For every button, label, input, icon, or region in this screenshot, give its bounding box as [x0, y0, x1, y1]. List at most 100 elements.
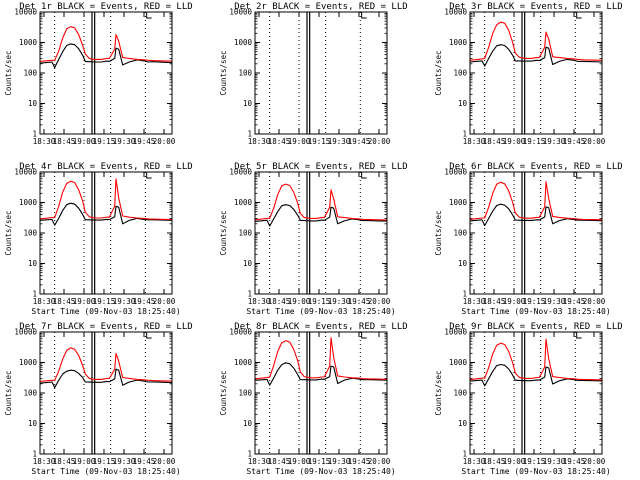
y-tick-label: 1 — [32, 450, 37, 459]
lld-series-line — [469, 21, 603, 61]
y-tick-label: 10 — [243, 259, 253, 268]
y-tick-label: 100 — [238, 389, 252, 398]
x-tick-label: 19:15 — [523, 137, 546, 146]
x-tick-label: 19:45 — [563, 297, 586, 306]
x-tick-label: 18:30 — [248, 457, 271, 466]
panel-title: Det 3r BLACK = Events, RED = LLD — [449, 2, 622, 12]
y-tick-label: 1000 — [19, 358, 38, 367]
y-axis-label: Counts/sec — [4, 370, 13, 415]
x-tick-label: 19:00 — [503, 297, 526, 306]
y-tick-label: 100 — [238, 69, 252, 78]
lld-series-line — [469, 338, 603, 381]
panel-det-8: Det 8r BLACK = Events, RED = LLD Counts/s… — [219, 322, 408, 476]
y-tick-label: 100 — [453, 389, 467, 398]
x-tick-label: 18:45 — [268, 137, 291, 146]
panel-title: Det 2r BLACK = Events, RED = LLD — [234, 2, 407, 12]
lld-series-line — [254, 183, 388, 221]
corner-marker — [146, 332, 152, 339]
panel-title: Det 1r BLACK = Events, RED = LLD — [19, 2, 192, 12]
x-tick-label: 18:45 — [483, 457, 506, 466]
y-tick-label: 1 — [462, 290, 467, 299]
panel-det-3: Det 3r BLACK = Events, RED = LLD Counts/s… — [434, 2, 623, 146]
x-tick-label: 19:30 — [328, 457, 351, 466]
y-tick-label: 1 — [462, 450, 467, 459]
y-tick-label: 1 — [247, 130, 252, 139]
x-tick-label: 19:30 — [543, 457, 566, 466]
y-axis-label: Counts/sec — [4, 210, 13, 255]
x-tick-label: 18:30 — [33, 297, 56, 306]
x-tick-label: 19:45 — [348, 137, 371, 146]
x-tick-label: 20:00 — [368, 297, 391, 306]
x-tick-label: 18:45 — [483, 137, 506, 146]
x-tick-label: 19:30 — [113, 137, 136, 146]
y-tick-label: 10 — [458, 99, 468, 108]
panel-title: Det 7r BLACK = Events, RED = LLD — [19, 322, 192, 332]
x-tick-label: 18:30 — [33, 457, 56, 466]
x-tick-label: 18:45 — [53, 457, 76, 466]
x-tick-label: 19:30 — [328, 137, 351, 146]
y-tick-label: 10000 — [14, 328, 37, 337]
x-tick-label: 19:15 — [308, 137, 331, 146]
x-axis-label: Start Time (09-Nov-03 18:25:40) — [246, 467, 395, 476]
x-axis-label: Start Time (09-Nov-03 18:25:40) — [31, 307, 180, 316]
x-tick-label: 19:45 — [563, 457, 586, 466]
lld-series-line — [254, 337, 388, 380]
corner-marker — [361, 12, 367, 19]
lld-series-line — [39, 26, 173, 62]
y-tick-label: 10000 — [229, 8, 252, 17]
events-series-line — [39, 368, 173, 389]
events-series-line — [254, 362, 388, 386]
x-tick-label: 18:45 — [268, 297, 291, 306]
events-series-line — [39, 202, 173, 226]
y-tick-label: 1000 — [449, 198, 468, 207]
plot-frame — [39, 11, 173, 135]
corner-marker — [576, 332, 582, 339]
y-tick-label: 1 — [32, 130, 37, 139]
y-tick-label: 10000 — [444, 8, 467, 17]
x-tick-label: 19:00 — [73, 137, 96, 146]
y-tick-label: 10000 — [14, 8, 37, 17]
y-axis-label: Counts/sec — [4, 50, 13, 95]
x-tick-label: 19:30 — [328, 297, 351, 306]
corner-marker — [576, 172, 582, 179]
x-tick-label: 18:30 — [33, 137, 56, 146]
x-tick-label: 19:00 — [288, 457, 311, 466]
x-axis-label: Start Time (09-Nov-03 18:25:40) — [31, 467, 180, 476]
y-tick-label: 10000 — [14, 168, 37, 177]
y-tick-label: 1000 — [234, 198, 253, 207]
plot-frame — [254, 331, 388, 455]
y-tick-label: 1 — [462, 130, 467, 139]
y-axis-label: Counts/sec — [219, 370, 228, 415]
corner-marker — [361, 332, 367, 339]
panel-title: Det 6r BLACK = Events, RED = LLD — [449, 162, 622, 172]
panel-det-5: Det 5r BLACK = Events, RED = LLD Counts/s… — [219, 162, 408, 316]
x-tick-label: 19:00 — [73, 457, 96, 466]
y-axis-label: Counts/sec — [434, 50, 443, 95]
x-tick-label: 18:30 — [248, 137, 271, 146]
plot-frame — [469, 11, 603, 135]
x-tick-label: 19:00 — [503, 457, 526, 466]
y-tick-label: 10 — [28, 259, 38, 268]
lld-series-line — [39, 347, 173, 382]
plot-frame — [254, 11, 388, 135]
y-tick-label: 10 — [243, 99, 253, 108]
corner-marker — [576, 12, 582, 19]
x-tick-label: 19:15 — [308, 297, 331, 306]
x-tick-label: 19:15 — [93, 297, 116, 306]
y-tick-label: 100 — [238, 229, 252, 238]
events-series-line — [39, 43, 173, 69]
corner-marker — [361, 172, 367, 179]
x-tick-label: 20:00 — [583, 137, 606, 146]
y-tick-label: 1000 — [234, 358, 253, 367]
y-axis-label: Counts/sec — [434, 370, 443, 415]
x-tick-label: 19:30 — [543, 297, 566, 306]
x-tick-label: 20:00 — [368, 137, 391, 146]
plot-frame — [254, 171, 388, 295]
y-tick-label: 100 — [23, 229, 37, 238]
x-tick-label: 20:00 — [583, 457, 606, 466]
y-tick-label: 100 — [23, 389, 37, 398]
y-axis-label: Counts/sec — [434, 210, 443, 255]
corner-marker — [146, 172, 152, 179]
y-tick-label: 10 — [243, 419, 253, 428]
x-tick-label: 18:45 — [483, 297, 506, 306]
